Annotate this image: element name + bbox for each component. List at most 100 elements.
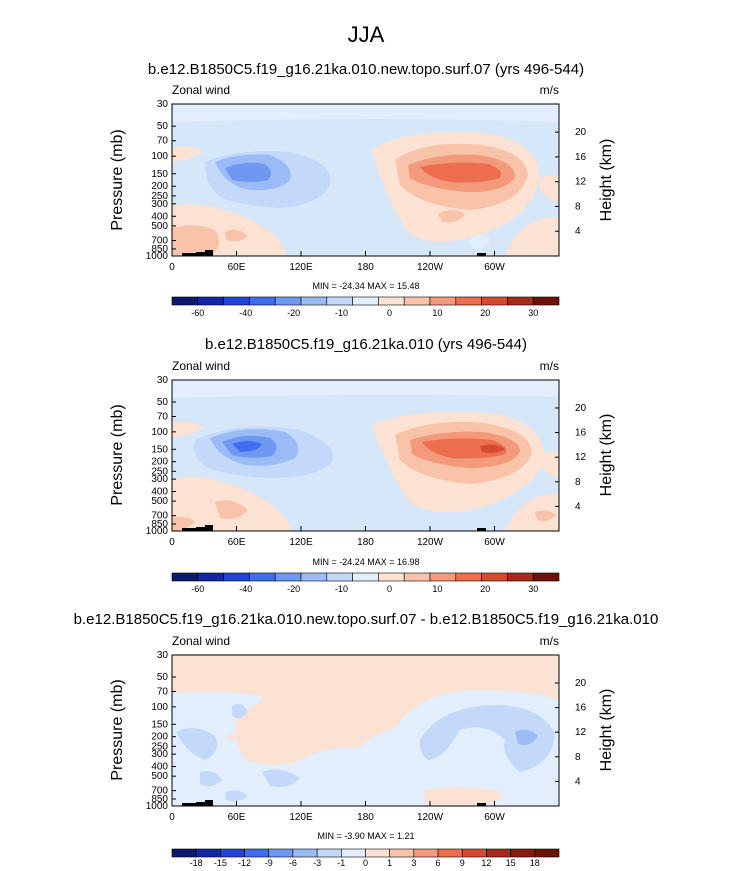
panel-3-ylabel-right: Height (km): [598, 689, 615, 772]
panel-1-ylabel: Pressure (mb): [109, 129, 126, 230]
colorbar-swatch: [510, 848, 536, 858]
longitude-tick-label: 60E: [228, 262, 246, 273]
panel-2-left-label: Zonal wind: [172, 359, 230, 373]
colorbar-swatch: [326, 572, 353, 582]
colorbar-tick-label: 15: [506, 858, 516, 868]
panel-1-warm-patch: [505, 217, 559, 256]
colorbar-swatch: [197, 296, 224, 306]
pressure-tick-label: 150: [151, 444, 168, 455]
longitude-tick-label: 60E: [228, 537, 246, 548]
panel-2-topography: [182, 525, 213, 531]
panel-2-upper-band: [172, 380, 559, 398]
panel-1-colorbar: -60 -40 -20 -10 0 10 20 30: [171, 296, 560, 318]
panel-1-warm-patch: [172, 225, 219, 256]
colorbar-tick-label: 12: [481, 858, 491, 868]
colorbar-swatch: [274, 572, 302, 582]
colorbar-swatch: [341, 848, 366, 858]
colorbar-tick-label: -10: [335, 584, 348, 594]
pressure-tick-label: 1000: [146, 801, 169, 812]
height-tick-label: 8: [575, 201, 581, 212]
pressure-tick-label: 500: [151, 771, 168, 782]
pressure-tick-label: 500: [151, 496, 168, 507]
panel-3-negative-core: [515, 729, 538, 745]
colorbar-swatch: [326, 296, 353, 306]
colorbar-swatch: [171, 848, 197, 858]
colorbar-tick-label: 20: [480, 584, 490, 594]
pressure-tick-label: 700: [151, 511, 168, 522]
panel-1-weak-patch: [470, 234, 490, 249]
panel-3-ylabel: Pressure (mb): [109, 679, 126, 780]
height-tick-label: 12: [575, 727, 587, 738]
colorbar-swatch: [507, 572, 534, 582]
colorbar-swatch: [300, 296, 328, 306]
colorbar-swatch: [455, 572, 482, 582]
pressure-tick-label: 1000: [146, 251, 169, 262]
panel-3-negative-arc: [419, 705, 555, 772]
figure-title: JJA: [348, 22, 385, 47]
colorbar-tick-label: -9: [265, 858, 273, 868]
pressure-tick-label: 200: [151, 457, 168, 468]
panel-3-colorbar: -18 -15 -12 -9 -6 -3 -1 0 1 3 6 9 12 15 18: [171, 848, 560, 868]
panel-1-contours: [172, 104, 559, 256]
longitude-tick-label: 180: [357, 262, 374, 273]
pressure-tick-label: 500: [151, 221, 168, 232]
colorbar-tick-label: -1: [337, 858, 345, 868]
panel-3-positive-patch: [228, 734, 240, 741]
colorbar-swatch: [403, 296, 431, 306]
height-tick-label: 4: [575, 226, 581, 237]
pressure-tick-label: 250: [151, 191, 168, 202]
height-tick-label: 20: [575, 678, 587, 689]
longitude-tick-label: 0: [169, 262, 175, 273]
colorbar-tick-label: 6: [436, 858, 441, 868]
panel-3-topography: [477, 803, 486, 806]
pressure-tick-label: 700: [151, 786, 168, 797]
pressure-tick-label: 400: [151, 487, 168, 498]
longitude-tick-label: 120W: [417, 262, 444, 273]
colorbar-swatch: [437, 848, 463, 858]
longitude-tick-label: 180: [357, 537, 374, 548]
pressure-tick-label: 50: [157, 672, 169, 683]
panel-2-warm-patch: [505, 493, 559, 531]
pressure-tick-label: 200: [151, 732, 168, 743]
pressure-tick-label: 850: [151, 519, 168, 530]
colorbar-swatch: [223, 572, 250, 582]
panel-2-warm-patch: [172, 422, 205, 438]
panel-3-title: b.e12.B1850C5.f19_g16.21ka.010.new.topo.…: [74, 611, 659, 628]
colorbar-swatch: [292, 848, 318, 858]
colorbar-swatch: [481, 296, 508, 306]
colorbar-tick-label: -18: [190, 858, 203, 868]
colorbar-tick-label: 20: [480, 308, 490, 318]
colorbar-swatch: [171, 572, 199, 582]
colorbar-swatch: [274, 296, 302, 306]
pressure-tick-label: 70: [157, 136, 169, 147]
panel-2-colorbar: -60 -40 -20 -10 0 10 20 30: [171, 572, 560, 594]
panel-3-units: m/s: [540, 634, 559, 648]
pressure-tick-label: 400: [151, 211, 168, 222]
height-tick-label: 8: [575, 752, 581, 763]
panel-1-units: m/s: [540, 83, 559, 97]
panel-1-stats: MIN = -24.34 MAX = 15.48: [312, 281, 419, 291]
pressure-tick-label: 100: [151, 427, 168, 438]
panel-2-stats: MIN = -24.24 MAX = 16.98: [312, 557, 419, 567]
pressure-tick-label: 50: [157, 397, 169, 408]
longitude-tick-label: 120E: [289, 812, 313, 823]
longitude-tick-label: 120W: [417, 812, 444, 823]
panel-3-topography: [182, 800, 213, 806]
panel-2-topography: [477, 528, 486, 531]
panel-1-upper-band: [172, 104, 559, 122]
panel-3-left-label: Zonal wind: [172, 634, 230, 648]
colorbar-tick-label: 0: [387, 584, 392, 594]
colorbar-tick-label: 30: [528, 584, 538, 594]
panel-2-warm-patch: [540, 451, 559, 478]
panel-3-stats: MIN = -3.90 MAX = 1.21: [317, 831, 414, 841]
height-tick-label: 4: [575, 776, 581, 787]
height-tick-label: 12: [575, 177, 587, 188]
colorbar-swatch: [300, 572, 328, 582]
pressure-tick-label: 30: [157, 375, 169, 386]
colorbar-swatch: [486, 848, 511, 858]
colorbar-swatch: [429, 572, 457, 582]
colorbar-swatch: [249, 572, 276, 582]
panel-2-ylabel: Pressure (mb): [109, 404, 126, 505]
pressure-tick-label: 70: [157, 411, 169, 422]
